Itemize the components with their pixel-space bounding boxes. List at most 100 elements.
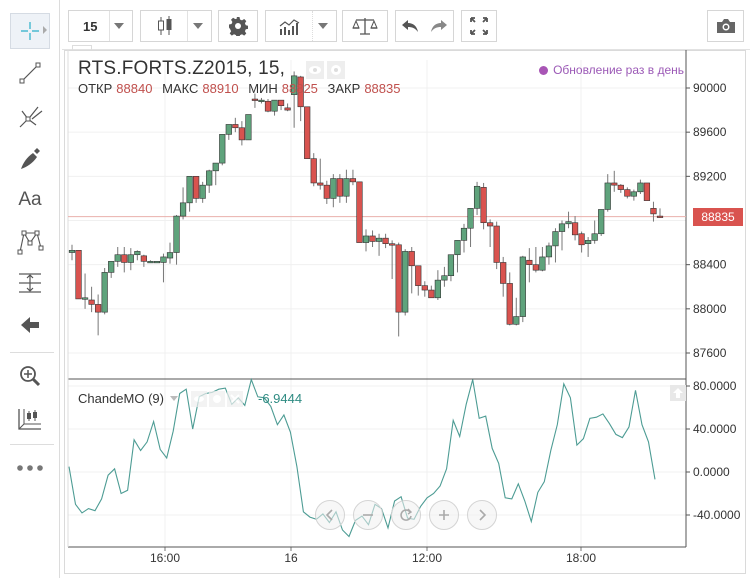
- svg-text:89600: 89600: [693, 125, 727, 139]
- chart-container: [64, 50, 746, 574]
- indicator-settings-button[interactable]: [209, 391, 225, 407]
- chart-type-select[interactable]: [140, 10, 212, 42]
- indicator-legend: ChandeMO (9): [78, 391, 178, 406]
- remove-drawings-button[interactable]: [10, 307, 50, 343]
- crosshair-icon: [21, 22, 39, 40]
- svg-text:89200: 89200: [693, 169, 727, 183]
- svg-text:12:00: 12:00: [412, 551, 442, 565]
- compare-button[interactable]: [342, 10, 388, 42]
- pattern-tool-button[interactable]: [10, 224, 50, 260]
- reset-view-button[interactable]: [391, 500, 421, 530]
- series-settings-button[interactable]: [327, 61, 345, 79]
- toolbar-divider: [10, 444, 54, 445]
- chart-ruler-button[interactable]: [10, 400, 50, 436]
- scroll-left-button[interactable]: [315, 500, 345, 530]
- trend-line-icon: [19, 62, 41, 84]
- svg-text:-40.0000: -40.0000: [693, 508, 741, 522]
- close-value: 88835: [364, 81, 401, 96]
- zoom-in-button[interactable]: [429, 500, 459, 530]
- settings-button[interactable]: [218, 10, 258, 42]
- pitchfork-tool-button[interactable]: [10, 98, 50, 134]
- update-frequency-text: Обновление раз в день: [553, 63, 684, 77]
- svg-text:80.0000: 80.0000: [693, 379, 737, 393]
- open-value: 88840: [116, 81, 153, 96]
- eye-icon: [194, 396, 204, 402]
- svg-text:88400: 88400: [693, 258, 727, 272]
- svg-text:16:00: 16:00: [150, 551, 180, 565]
- brush-icon: [21, 148, 40, 169]
- more-tools-button[interactable]: [10, 450, 50, 486]
- pitchfork-icon: [19, 106, 43, 128]
- gear-icon: [229, 17, 248, 36]
- interval-select[interactable]: 15: [68, 10, 133, 42]
- indicator-value: -6.9444: [258, 391, 303, 406]
- camera-icon: [716, 19, 735, 33]
- interval-value: 15: [83, 18, 98, 34]
- indicator-name: ChandeMO (9): [78, 391, 164, 406]
- fullscreen-icon: [470, 17, 488, 35]
- brush-tool-button[interactable]: [10, 140, 50, 176]
- high-label: МАКС: [162, 81, 199, 96]
- chevron-down-icon: [318, 23, 328, 29]
- scales-icon: [352, 18, 378, 35]
- zoom-in-tool-button[interactable]: [10, 358, 50, 394]
- more-icon: [17, 465, 43, 471]
- ohlc-values: ОТКР 88840 МАКС 88910 МИН 88825 ЗАКР 88835: [78, 81, 406, 96]
- ruler-candles-icon: [18, 409, 41, 430]
- zoom-in-icon: [20, 366, 41, 387]
- toolbar-divider: [10, 352, 54, 353]
- gear-icon: [213, 395, 221, 403]
- svg-text:40.0000: 40.0000: [693, 422, 737, 436]
- chevron-right-icon: [479, 509, 487, 521]
- indicators-select[interactable]: [265, 10, 337, 42]
- indicator-visibility-toggle[interactable]: [191, 391, 207, 407]
- close-label: ЗАКР: [327, 81, 361, 96]
- text-icon: Aa: [18, 189, 42, 210]
- open-label: ОТКР: [78, 81, 113, 96]
- snapshot-button[interactable]: [707, 10, 744, 42]
- arrow-left-icon: [21, 317, 39, 333]
- indicator-remove-button[interactable]: [227, 391, 243, 407]
- arrow-up-icon: [673, 388, 683, 398]
- gear-icon: [331, 65, 341, 75]
- drawing-toolbar: Aa: [0, 0, 60, 578]
- close-icon: [230, 394, 240, 404]
- collapse-tab[interactable]: [72, 45, 92, 50]
- minus-icon: [363, 514, 373, 516]
- low-value: 88825: [281, 81, 318, 96]
- redo-icon: [430, 20, 447, 32]
- last-price-tag: 88835: [693, 208, 743, 226]
- expand-arrow-icon[interactable]: [43, 26, 47, 34]
- pattern-icon: [17, 230, 44, 255]
- crosshair-tool-button[interactable]: [10, 13, 50, 49]
- zoom-out-button[interactable]: [353, 500, 383, 530]
- svg-text:88000: 88000: [693, 302, 727, 316]
- chevron-down-icon[interactable]: [169, 396, 178, 401]
- scroll-right-button[interactable]: [467, 500, 497, 530]
- status-dot-icon: [539, 65, 549, 75]
- indicator-actions: [191, 391, 243, 407]
- chevron-down-icon: [193, 23, 203, 29]
- top-toolbar: 15: [62, 0, 750, 50]
- text-tool-button[interactable]: Aa: [10, 182, 50, 218]
- plus-icon: [439, 510, 449, 520]
- fullscreen-button[interactable]: [461, 10, 497, 42]
- reset-icon: [400, 508, 413, 521]
- chevron-down-icon: [114, 23, 124, 29]
- maximize-pane-button[interactable]: [670, 385, 686, 401]
- low-label: МИН: [248, 81, 278, 96]
- indicators-icon: [279, 19, 300, 35]
- svg-text:0.0000: 0.0000: [693, 465, 730, 479]
- undo-icon: [402, 20, 418, 32]
- trend-line-tool-button[interactable]: [10, 55, 50, 91]
- measure-tool-button[interactable]: [10, 265, 50, 301]
- visibility-toggle[interactable]: [306, 61, 324, 79]
- high-value: 88910: [202, 81, 239, 96]
- measure-icon: [19, 273, 41, 293]
- svg-text:18:00: 18:00: [566, 551, 596, 565]
- svg-text:16: 16: [284, 551, 298, 565]
- redo-button[interactable]: [424, 10, 454, 42]
- eye-icon: [309, 66, 321, 74]
